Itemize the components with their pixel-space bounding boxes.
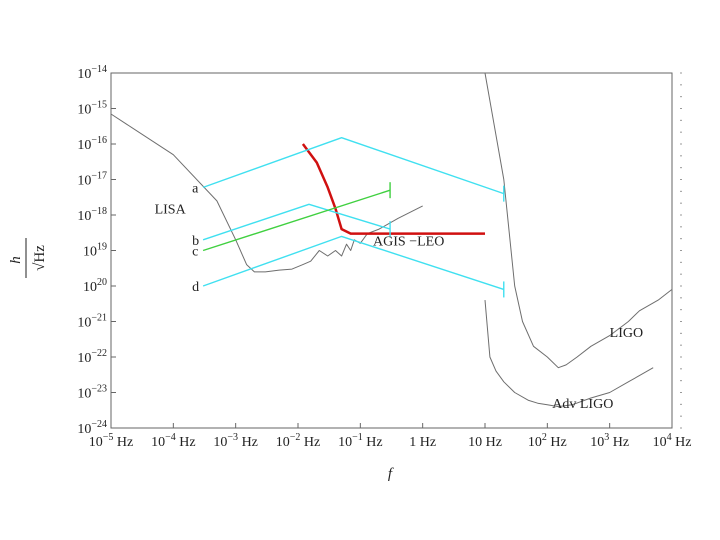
y-tick-label: 10−23: [77, 384, 107, 402]
y-tick-label: 10−16: [77, 135, 107, 153]
x-tick-label: 104 Hz: [653, 432, 692, 450]
y-axis-title-numerator: h: [8, 256, 24, 264]
y-axis-title-denominator: √Hz: [32, 245, 48, 271]
x-tick-label: 10−2 Hz: [276, 432, 320, 450]
y-tick-label: 10−18: [77, 206, 107, 224]
series-line-c: [202, 189, 391, 252]
series-line-agis-leo: [301, 143, 485, 235]
annotation-c: c: [192, 245, 198, 260]
y-tick-label: 10−21: [77, 313, 107, 331]
series-line-ligo: [484, 72, 673, 369]
x-tick-label: 10−4 Hz: [151, 432, 195, 450]
series-line-d: [202, 235, 505, 291]
x-tick-label: 10−3 Hz: [213, 432, 257, 450]
annotation-a: a: [192, 181, 199, 196]
x-tick-label: 1 Hz: [409, 435, 436, 450]
y-tick-label: 10−22: [77, 348, 107, 366]
series-line-adv-ligo: [484, 300, 654, 408]
series-line-lisa: [110, 113, 423, 273]
y-tick-label: 10−24: [77, 419, 107, 437]
y-tick-label: 1019: [83, 242, 107, 260]
y-axis-ticks: 10−14 10−15 10−16 10−17 10−18 1019 1020 10−21 10…: [77, 64, 116, 437]
y-tick-label: 10−15: [77, 100, 107, 118]
annotation-group: a LISA bc d AGIS −LEO LIGO Adv LIGO: [155, 181, 644, 412]
x-tick-label: 103 Hz: [590, 432, 629, 450]
annotation-ligo: LIGO: [610, 326, 643, 341]
annotation-b: b: [192, 234, 199, 249]
annotation-lisa: LISA: [155, 203, 187, 218]
x-tick-label: 10−1 Hz: [338, 432, 382, 450]
x-tick-label: 10−5 Hz: [89, 432, 133, 450]
x-tick-label: 10 Hz: [468, 435, 502, 450]
y-tick-label: 1020: [83, 277, 107, 295]
series-line-a: [202, 136, 505, 195]
y-tick-label: 10−17: [77, 171, 107, 189]
x-tick-label: 102 Hz: [528, 432, 567, 450]
series-group: [110, 72, 673, 408]
axis-titles: f h √Hz: [8, 238, 394, 482]
annotation-agis-leo: AGIS −LEO: [373, 235, 444, 250]
series-line-b: [202, 203, 391, 241]
x-axis-ticks: 10−5 Hz 10−4 Hz 10−3 Hz 10−2 Hz 10−1 Hz 1 Hz 1…: [89, 423, 692, 450]
y-axis-title: h √Hz: [8, 238, 48, 278]
annotation-adv-ligo: Adv LIGO: [552, 397, 613, 412]
x-axis-title: f: [388, 466, 394, 482]
annotation-d: d: [192, 280, 199, 295]
y-tick-label: 10−14: [77, 64, 107, 82]
